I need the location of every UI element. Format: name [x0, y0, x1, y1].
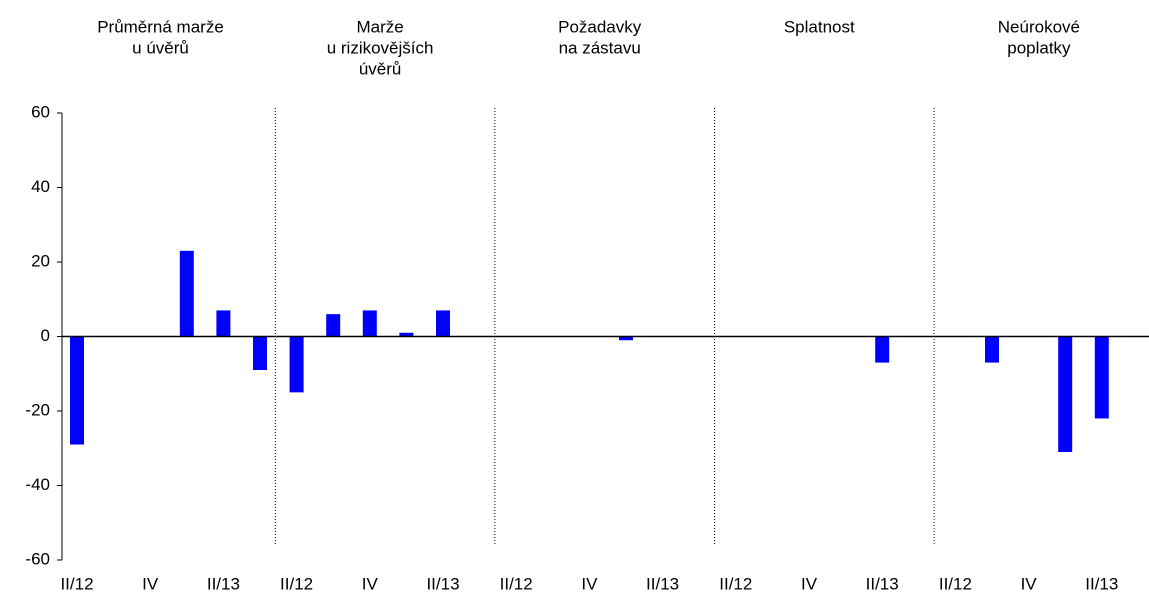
- x-tick-label: II/12: [500, 574, 533, 593]
- x-tick-label: IV: [362, 574, 379, 593]
- y-tick-label: -40: [25, 475, 50, 494]
- group-title: na zástavu: [559, 38, 641, 57]
- bar: [326, 314, 341, 337]
- group-title: Průměrná marže: [97, 17, 224, 36]
- x-tick-label: IV: [801, 574, 818, 593]
- x-tick-label: II/13: [646, 574, 679, 593]
- bar: [289, 336, 304, 393]
- y-tick-label: -20: [25, 400, 50, 419]
- bar: [436, 310, 450, 337]
- x-tick-label: IV: [1021, 574, 1038, 593]
- bar: [216, 310, 231, 337]
- x-tick-label: II/13: [866, 574, 899, 593]
- x-tick-label: II/12: [719, 574, 752, 593]
- bar: [875, 336, 890, 363]
- bar: [70, 336, 84, 445]
- y-tick-label: 20: [31, 251, 50, 270]
- group-title: Marže: [356, 17, 403, 36]
- bar: [362, 310, 377, 337]
- bar: [253, 336, 267, 371]
- bar: [1058, 336, 1073, 452]
- x-tick-label: IV: [581, 574, 598, 593]
- bar: [1094, 336, 1109, 419]
- x-tick-label: II/12: [280, 574, 313, 593]
- x-tick-label: II/13: [1085, 574, 1118, 593]
- group-title: poplatky: [1007, 38, 1071, 57]
- y-tick-label: 60: [31, 102, 50, 121]
- group-title: Neúrokové: [998, 17, 1080, 36]
- bar: [985, 336, 999, 363]
- group-title: u úvěrů: [132, 38, 189, 57]
- y-tick-label: -60: [25, 549, 50, 568]
- x-tick-label: II/12: [939, 574, 972, 593]
- x-tick-label: II/13: [426, 574, 459, 593]
- x-tick-label: IV: [142, 574, 159, 593]
- bar: [399, 332, 414, 337]
- group-title: Požadavky: [558, 17, 642, 36]
- y-tick-label: 0: [41, 326, 50, 345]
- x-tick-label: II/12: [60, 574, 93, 593]
- group-title: Splatnost: [784, 17, 855, 36]
- group-title: úvěrů: [359, 59, 402, 78]
- y-tick-label: 40: [31, 177, 50, 196]
- bar: [619, 336, 633, 341]
- group-title: u rizikovějších: [327, 38, 434, 57]
- bar: [179, 250, 194, 337]
- x-tick-label: II/13: [207, 574, 240, 593]
